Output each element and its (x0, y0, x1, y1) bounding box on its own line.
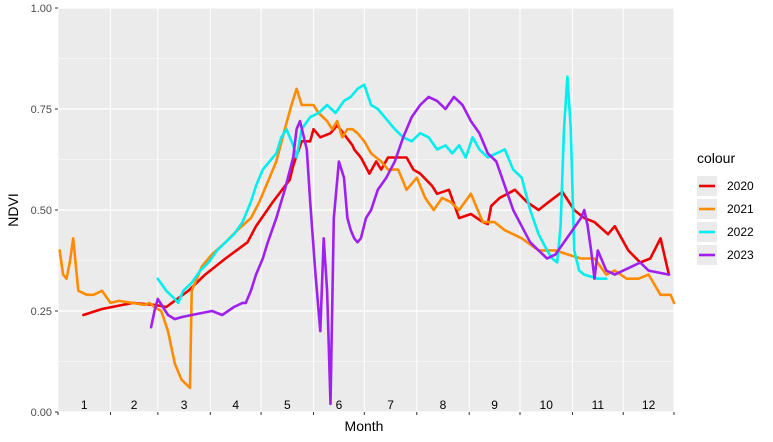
legend-label-2022: 2022 (727, 225, 754, 239)
series-line-2021 (58, 87, 676, 390)
legend-label-2020: 2020 (727, 179, 754, 193)
y-axis: 0.00 0.25 0.50 0.75 1.00 (31, 3, 58, 419)
x-axis (57, 412, 675, 415)
month-label: 7 (387, 398, 394, 412)
x-axis-title: Month (345, 418, 384, 434)
month-labels: 1 2 3 4 5 6 7 8 9 10 11 12 (81, 398, 656, 412)
month-label: 5 (284, 398, 291, 412)
series-layer (58, 75, 676, 406)
legend-label-2021: 2021 (727, 202, 754, 216)
month-label: 9 (491, 398, 498, 412)
month-label: 11 (592, 398, 605, 412)
month-label: 8 (440, 398, 447, 412)
month-label: 10 (540, 398, 554, 412)
y-axis-title: NDVI (5, 193, 21, 226)
y-tick-label: 0.00 (31, 407, 52, 419)
legend: colour 2020 2021 2022 2023 (697, 150, 754, 265)
month-label: 2 (131, 398, 138, 412)
y-tick-label: 0.25 (31, 306, 52, 318)
month-label: 1 (81, 398, 88, 412)
y-tick-label: 0.50 (31, 205, 52, 217)
y-tick-label: 1.00 (31, 3, 52, 15)
legend-title: colour (697, 150, 735, 166)
series-line-2022 (156, 75, 608, 305)
month-label: 3 (181, 398, 188, 412)
series-line-2023 (149, 95, 671, 406)
month-label: 4 (232, 398, 239, 412)
legend-label-2023: 2023 (727, 248, 754, 262)
series-line-2020 (82, 123, 671, 317)
y-tick-label: 0.75 (31, 104, 52, 116)
month-label: 6 (336, 398, 343, 412)
month-label: 12 (642, 398, 656, 412)
